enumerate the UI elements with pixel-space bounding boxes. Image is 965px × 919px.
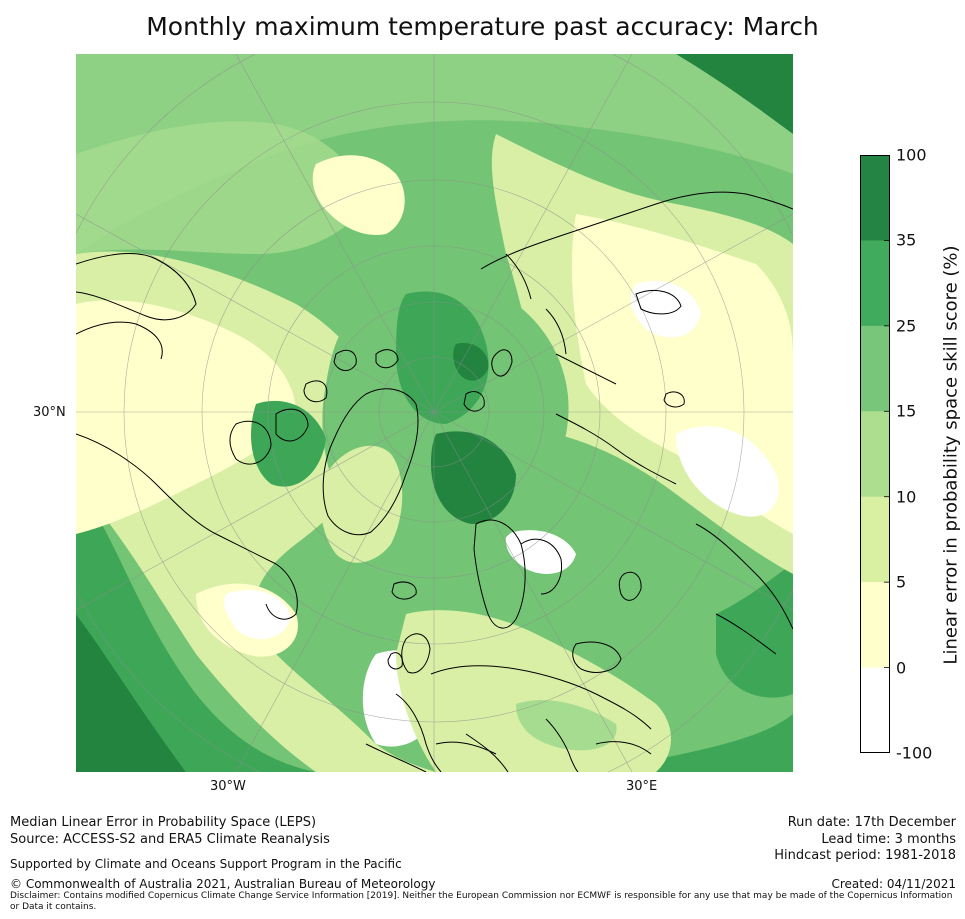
chart-title: Monthly maximum temperature past accurac…	[146, 12, 819, 41]
footer-lead-time: Lead time: 3 months	[821, 832, 956, 847]
skill-region	[596, 714, 793, 772]
skill-region	[76, 121, 366, 254]
colorbar-segment	[860, 582, 890, 669]
skill-region	[676, 54, 793, 134]
colorbar-tick-label: 100	[896, 145, 927, 165]
footer-disclaimer: Disclaimer: Contains modified Copernicus…	[10, 891, 953, 912]
colorbar-tick-label: 5	[896, 572, 907, 592]
colorbar-segment	[860, 325, 890, 412]
skill-region	[516, 700, 617, 751]
coastlines	[76, 191, 793, 772]
skill-region	[320, 445, 403, 563]
lon-label-30e: 30°E	[626, 779, 658, 794]
skill-region	[431, 431, 516, 524]
colorbar-tick-label: 35	[896, 230, 917, 250]
colorbar-tick-label: 10	[896, 487, 917, 507]
colorbar-segment	[860, 411, 890, 498]
polar-map[interactable]	[76, 54, 793, 772]
footer-method: Median Linear Error in Probability Space…	[10, 815, 317, 830]
colorbar-segment	[860, 155, 890, 241]
colorbar-tick-label: 15	[896, 401, 917, 421]
footer-created: Created: 04/11/2021	[831, 877, 956, 891]
colorbar-tick-label: 0	[896, 658, 907, 678]
footer-hindcast: Hindcast period: 1981-2018	[774, 848, 956, 863]
colorbar-tick-label: -100	[896, 743, 933, 763]
lat-label-30n: 30°N	[33, 405, 66, 420]
skill-region	[76, 300, 296, 534]
colorbar-segment	[860, 240, 890, 327]
colorbar-svg	[860, 154, 890, 754]
skill-region	[224, 590, 291, 640]
skill-region	[453, 343, 489, 381]
skill-region	[505, 530, 576, 574]
footer-source: Source: ACCESS-S2 and ERA5 Climate Reana…	[10, 832, 330, 847]
skill-region	[76, 614, 186, 772]
colorbar-border	[860, 155, 890, 753]
lon-label-30w: 30°W	[210, 779, 246, 794]
footer-support: Supported by Climate and Oceans Support …	[10, 857, 402, 871]
footer-copyright: © Commonwealth of Australia 2021, Austra…	[10, 877, 436, 891]
colorbar-segment	[860, 496, 890, 583]
skill-region	[676, 426, 779, 517]
skill-region	[76, 484, 316, 772]
skill-region	[716, 564, 793, 698]
skill-region	[312, 155, 405, 235]
footer-run-date: Run date: 17th December	[787, 815, 956, 830]
colorbar-label: Linear error in probability space skill …	[940, 245, 962, 665]
skill-region	[76, 54, 793, 254]
colorbar-tick-label: 25	[896, 316, 917, 336]
colorbar	[860, 154, 890, 754]
map-canvas	[76, 54, 793, 772]
graticule	[76, 54, 793, 772]
colorbar-segment	[860, 667, 890, 754]
